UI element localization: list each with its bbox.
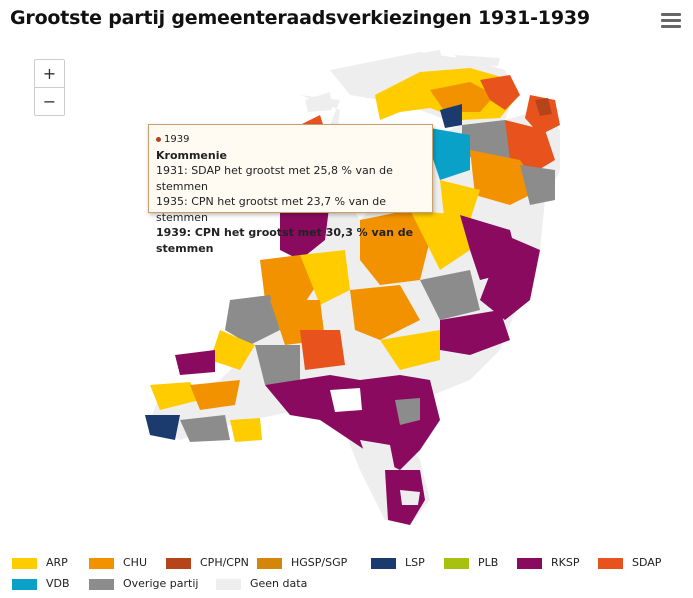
legend-item-chu[interactable]: CHU — [89, 556, 147, 570]
legend-swatch — [598, 557, 623, 569]
page-title: Grootste partij gemeenteraadsverkiezinge… — [10, 7, 590, 29]
legend-swatch — [89, 578, 114, 590]
zoom-control: + − — [34, 59, 65, 116]
legend-swatch — [517, 557, 542, 569]
legend-swatch — [257, 557, 282, 569]
legend-item-hgsp-sgp[interactable]: HGSP/SGP — [257, 556, 347, 570]
legend-item-vdb[interactable]: VDB — [12, 577, 70, 591]
region-zeeland[interactable] — [145, 350, 262, 442]
legend-item-arp[interactable]: ARP — [12, 556, 68, 570]
legend-item-plb[interactable]: PLB — [444, 556, 498, 570]
zoom-in-button[interactable]: + — [35, 60, 64, 88]
tooltip-municipality: Krommenie — [156, 148, 227, 162]
tooltip-line-1939: 1939: CPN het grootst met 30,3 % van de … — [156, 226, 414, 255]
region-north[interactable] — [375, 68, 560, 225]
map-tooltip: 1939 Krommenie 1931: SDAP het grootst me… — [148, 124, 433, 255]
legend-swatch — [371, 557, 396, 569]
tooltip-line-1935: 1935: CPN het grootst met 23,7 % van de … — [156, 195, 387, 224]
legend-item-cph-cpn[interactable]: CPH/CPN — [166, 556, 249, 570]
tooltip-year: 1939 — [156, 131, 425, 148]
region-wadden-islands — [305, 50, 500, 112]
legend-swatch — [12, 557, 37, 569]
legend-item-geen-data[interactable]: Geen data — [216, 577, 307, 591]
legend-swatch — [444, 557, 469, 569]
legend-swatch — [12, 578, 37, 590]
legend-item-sdap[interactable]: SDAP — [598, 556, 661, 570]
region-central-east[interactable] — [350, 210, 540, 370]
legend-item-lsp[interactable]: LSP — [371, 556, 425, 570]
legend-swatch — [89, 557, 114, 569]
region-south[interactable] — [265, 375, 440, 525]
year-dot-icon — [156, 136, 161, 142]
hamburger-menu-icon[interactable] — [661, 13, 681, 29]
legend-swatch — [166, 557, 191, 569]
legend-item-overige-partij[interactable]: Overige partij — [89, 577, 198, 591]
zoom-out-button[interactable]: − — [42, 92, 57, 111]
tooltip-line-1931: 1931: SDAP het grootst met 25,8 % van de… — [156, 164, 393, 193]
region-west[interactable] — [210, 115, 350, 385]
legend-swatch — [216, 578, 241, 590]
legend-item-rksp[interactable]: RKSP — [517, 556, 579, 570]
